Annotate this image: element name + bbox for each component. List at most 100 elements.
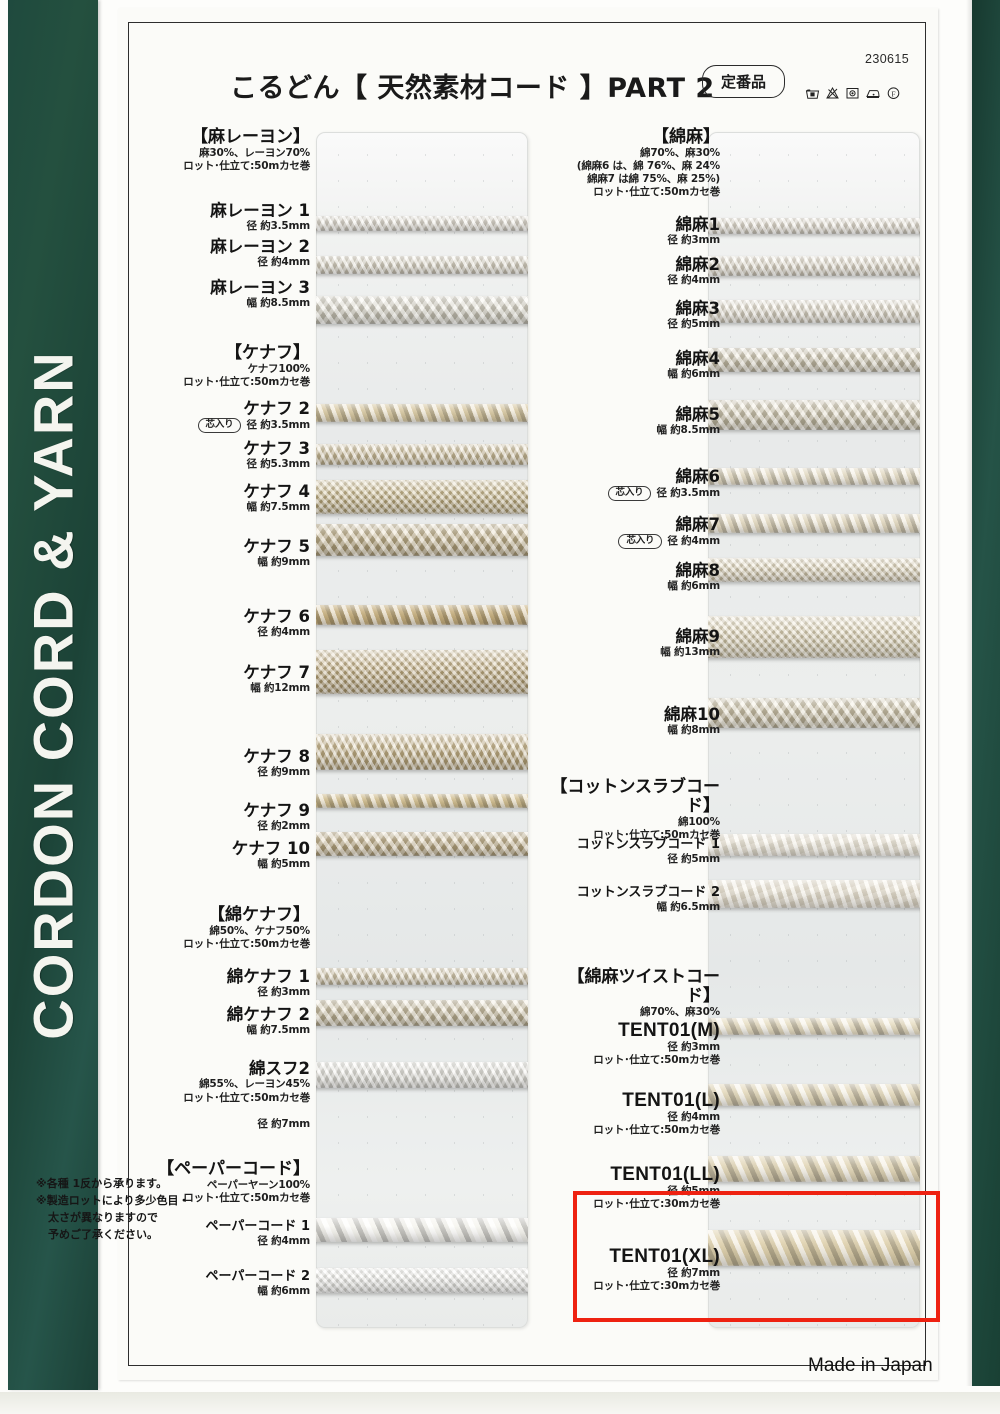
product-item-label: 綿麻10 幅 約8mm bbox=[548, 705, 720, 738]
product-spec: 幅 約13mm bbox=[548, 646, 720, 659]
product-spec: ロット･仕立て:30mカセ巻 bbox=[548, 1280, 720, 1293]
product-spec: ケナフ100% bbox=[138, 363, 310, 376]
product-item-label: ケナフ 10 幅 約5mm bbox=[138, 839, 310, 872]
product-item-label: 綿麻7 芯入り径 約4mm bbox=[548, 515, 720, 550]
cord-sample bbox=[316, 444, 528, 465]
spec-text: 径 約4mm bbox=[667, 1111, 720, 1124]
spec-text: 綿55%、レーヨン45% bbox=[199, 1078, 310, 1091]
product-spec: 幅 約7.5mm bbox=[138, 1024, 310, 1037]
product-spec: 芯入り径 約3.5mm bbox=[548, 486, 720, 502]
wash-tub-icon bbox=[805, 86, 820, 100]
product-spec: 径 約5.3mm bbox=[138, 458, 310, 471]
product-item-label: TENT01(M) 径 約3mm ロット･仕立て:50mカセ巻 bbox=[548, 1020, 720, 1068]
right-label-rail: 【綿麻】 綿70%、麻30% (綿麻6 は、綿 76%、麻 24% 綿麻7 は綿 75… bbox=[548, 127, 720, 1336]
spec-text: 径 約7mm bbox=[667, 1267, 720, 1280]
spec-text: 幅 約8.5mm bbox=[656, 424, 720, 437]
left-card-peg-dots bbox=[316, 132, 528, 1328]
cord-texture bbox=[708, 616, 920, 658]
product-item-label: 綿麻2 径 約4mm bbox=[548, 255, 720, 288]
product-name: 綿スフ2 bbox=[249, 1059, 310, 1078]
spec-text: 径 約4mm bbox=[667, 535, 720, 548]
cord-texture bbox=[708, 834, 920, 856]
product-name: 麻レーヨン 3 bbox=[210, 278, 310, 297]
svg-text:F: F bbox=[892, 90, 896, 98]
product-group-label: 【ケナフ】 ケナフ100% ロット･仕立て:50mカセ巻 bbox=[138, 343, 310, 389]
product-name: TENT01(M) bbox=[618, 1020, 720, 1041]
cord-texture bbox=[316, 832, 528, 856]
iron-icon bbox=[865, 86, 881, 100]
product-spec: 幅 約8mm bbox=[548, 724, 720, 737]
spec-text: (綿麻6 は、綿 76%、麻 24% bbox=[576, 160, 720, 173]
product-spec: 径 約3mm bbox=[138, 986, 310, 999]
product-name: 【ペーパーコード】 bbox=[157, 1159, 310, 1179]
cord-texture bbox=[708, 1018, 920, 1035]
product-name: 綿麻1 bbox=[675, 215, 720, 234]
spec-text: ロット･仕立て:50mカセ巻 bbox=[593, 829, 720, 842]
spec-text: 幅 約9mm bbox=[257, 556, 310, 569]
cord-texture bbox=[708, 468, 920, 485]
page-title: こるどん【 天然素材コード 】PART 2 bbox=[230, 73, 715, 104]
cord-sample bbox=[316, 968, 528, 985]
spec-text: 径 約5mm bbox=[667, 852, 720, 865]
cord-texture bbox=[708, 348, 920, 372]
product-spec: 綿麻7 は綿 75%、麻 25%) bbox=[548, 173, 720, 186]
spec-text: 径 約3.5mm bbox=[246, 419, 310, 432]
product-name: 綿麻8 bbox=[675, 561, 720, 580]
cord-sample bbox=[316, 1000, 528, 1026]
core-included-pill: 芯入り bbox=[618, 534, 663, 550]
brand-spine: CORDON CORD & YARN bbox=[8, 0, 98, 1390]
catalog-code: 230615 bbox=[865, 52, 910, 66]
product-item-label: 綿麻3 径 約5mm bbox=[548, 299, 720, 332]
product-name: ケナフ 8 bbox=[243, 747, 310, 766]
cord-texture bbox=[316, 1268, 528, 1293]
footnote-line: ※各種 1反から承ります。 bbox=[36, 1177, 168, 1190]
cord-sample bbox=[708, 1084, 920, 1106]
product-spec: ロット･仕立て:50mカセ巻 bbox=[138, 1192, 310, 1205]
cord-texture bbox=[316, 444, 528, 465]
cord-texture bbox=[708, 1156, 920, 1182]
spec-text: 幅 約7.5mm bbox=[246, 501, 310, 514]
right-product-column: 【綿麻】 綿70%、麻30% (綿麻6 は、綿 76%、麻 24% 綿麻7 は綿 75… bbox=[548, 127, 938, 1336]
cord-sample bbox=[708, 558, 920, 582]
product-name: ケナフ 5 bbox=[243, 537, 310, 556]
spec-text: 幅 約12mm bbox=[250, 682, 310, 695]
spec-text: 綿麻7 は綿 75%、麻 25%) bbox=[587, 173, 720, 186]
spec-text: 径 約5.3mm bbox=[246, 458, 310, 471]
spec-text: 綿70%、麻30% bbox=[640, 1006, 720, 1019]
product-spec: ロット･仕立て:50mカセ巻 bbox=[138, 938, 310, 951]
spec-text: 径 約7mm bbox=[257, 1117, 310, 1130]
product-name: 麻レーヨン 1 bbox=[210, 201, 310, 220]
cord-sample bbox=[708, 514, 920, 533]
product-spec: 径 約2mm bbox=[138, 820, 310, 833]
product-spec: 径 約9mm bbox=[138, 766, 310, 779]
cord-texture bbox=[316, 650, 528, 694]
product-spec: 径 約4mm bbox=[138, 1235, 310, 1248]
cord-texture bbox=[316, 296, 528, 324]
product-spec: 径 約4mm bbox=[548, 274, 720, 287]
product-name: ケナフ 4 bbox=[243, 482, 310, 501]
cord-sample bbox=[708, 1156, 920, 1182]
product-spec: ロット･仕立て:50mカセ巻 bbox=[548, 1054, 720, 1067]
cord-texture bbox=[316, 404, 528, 422]
product-spec: 芯入り径 約3.5mm bbox=[138, 418, 310, 434]
product-spec: 径 約3mm bbox=[548, 1041, 720, 1054]
product-spec: ロット･仕立て:30mカセ巻 bbox=[548, 1198, 720, 1211]
product-name: TENT01(XL) bbox=[609, 1246, 720, 1267]
cord-sample bbox=[708, 348, 920, 372]
left-swatch-card bbox=[316, 132, 528, 1328]
spec-text: 径 約3mm bbox=[667, 1041, 720, 1054]
spec-text: 径 約9mm bbox=[257, 766, 310, 779]
spec-text: 幅 約6mm bbox=[257, 1284, 310, 1297]
cord-sample bbox=[708, 400, 920, 430]
product-item-label: 綿スフ2 綿55%、レーヨン45% ロット･仕立て:50mカセ巻 径 約7mm bbox=[138, 1059, 310, 1131]
product-name: 綿麻6 bbox=[675, 467, 720, 486]
cord-texture bbox=[316, 1218, 528, 1242]
cord-texture bbox=[708, 400, 920, 430]
core-included-pill: 芯入り bbox=[607, 486, 652, 502]
spec-text: 径 約4mm bbox=[257, 256, 310, 269]
spec-text: 幅 約6.5mm bbox=[656, 900, 720, 913]
spec-text: ロット･仕立て:50mカセ巻 bbox=[593, 1054, 720, 1067]
cord-sample bbox=[316, 524, 528, 556]
